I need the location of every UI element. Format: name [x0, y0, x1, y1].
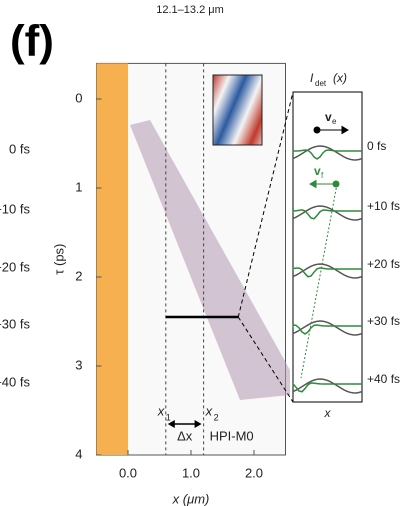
inset-box: [292, 91, 363, 403]
inset-delay-label: +10 fs: [367, 199, 400, 213]
zoom-line: [237, 91, 294, 318]
vf-label: v: [314, 164, 321, 178]
x-axis-label: x (μm): [172, 491, 210, 506]
sample-label: HPI-M0: [210, 428, 254, 443]
y-tick-label: 3: [75, 357, 82, 372]
marker-label: x: [157, 403, 165, 418]
gray-wave: [292, 320, 363, 336]
inset-delay-label: 0 fs: [367, 139, 386, 153]
substrate: [96, 63, 128, 456]
green-wave: [292, 209, 362, 220]
inset-ylabel: I: [310, 71, 314, 85]
marker-sub: 1: [166, 412, 171, 422]
gray-wave: [292, 263, 363, 279]
inset-image: [212, 74, 263, 146]
y-tick-label: 4: [75, 446, 82, 461]
signal-band: [130, 120, 290, 400]
vf-sub: f: [321, 171, 324, 180]
ve-sub: e: [332, 117, 337, 126]
y-tick-label: 2: [75, 268, 82, 283]
green-wave: [292, 149, 362, 160]
x-tick-label: 2.0: [245, 465, 263, 480]
ve-arrow: [317, 125, 349, 135]
delta-label: Δx: [177, 428, 193, 443]
panel-label: (f): [10, 17, 54, 66]
vf-arrow: [309, 179, 336, 189]
left-delay-label: +40 fs: [0, 374, 30, 389]
inset-ylabel-sub: det: [315, 79, 327, 88]
zoom-line: [237, 316, 294, 403]
green-wave: [292, 381, 362, 393]
gray-wave: [292, 378, 363, 394]
inset-delay-label: +30 fs: [367, 314, 400, 328]
green-wave: [292, 324, 362, 335]
marker-sub: 2: [214, 412, 219, 422]
gray-wave: [292, 205, 363, 221]
y-axis-label: τ (ps): [51, 244, 66, 275]
left-delay-label: 0 fs: [9, 141, 30, 156]
left-delay-label: +30 fs: [0, 316, 30, 331]
ve-label: v: [325, 110, 332, 124]
inset-xlabel: x: [324, 406, 332, 420]
inset-delay-label: +40 fs: [367, 372, 400, 386]
y-tick-label: 1: [75, 179, 82, 194]
title: 12.1–13.2 μm: [156, 4, 224, 16]
left-delay-label: +20 fs: [0, 259, 30, 274]
left-delay-label: +10 fs: [0, 201, 30, 216]
arrow-head: [167, 420, 202, 428]
inset-ylabel-tail: (x): [333, 71, 347, 85]
marker-label: x: [205, 403, 213, 418]
gray-wave: [292, 145, 363, 161]
y-tick-label: 0: [75, 90, 82, 105]
x-tick-label: 1.0: [182, 465, 200, 480]
inset-delay-label: +20 fs: [367, 257, 400, 271]
x-tick-label: 0.0: [119, 465, 137, 480]
green-wave: [292, 267, 362, 278]
green-trace: [300, 183, 338, 379]
